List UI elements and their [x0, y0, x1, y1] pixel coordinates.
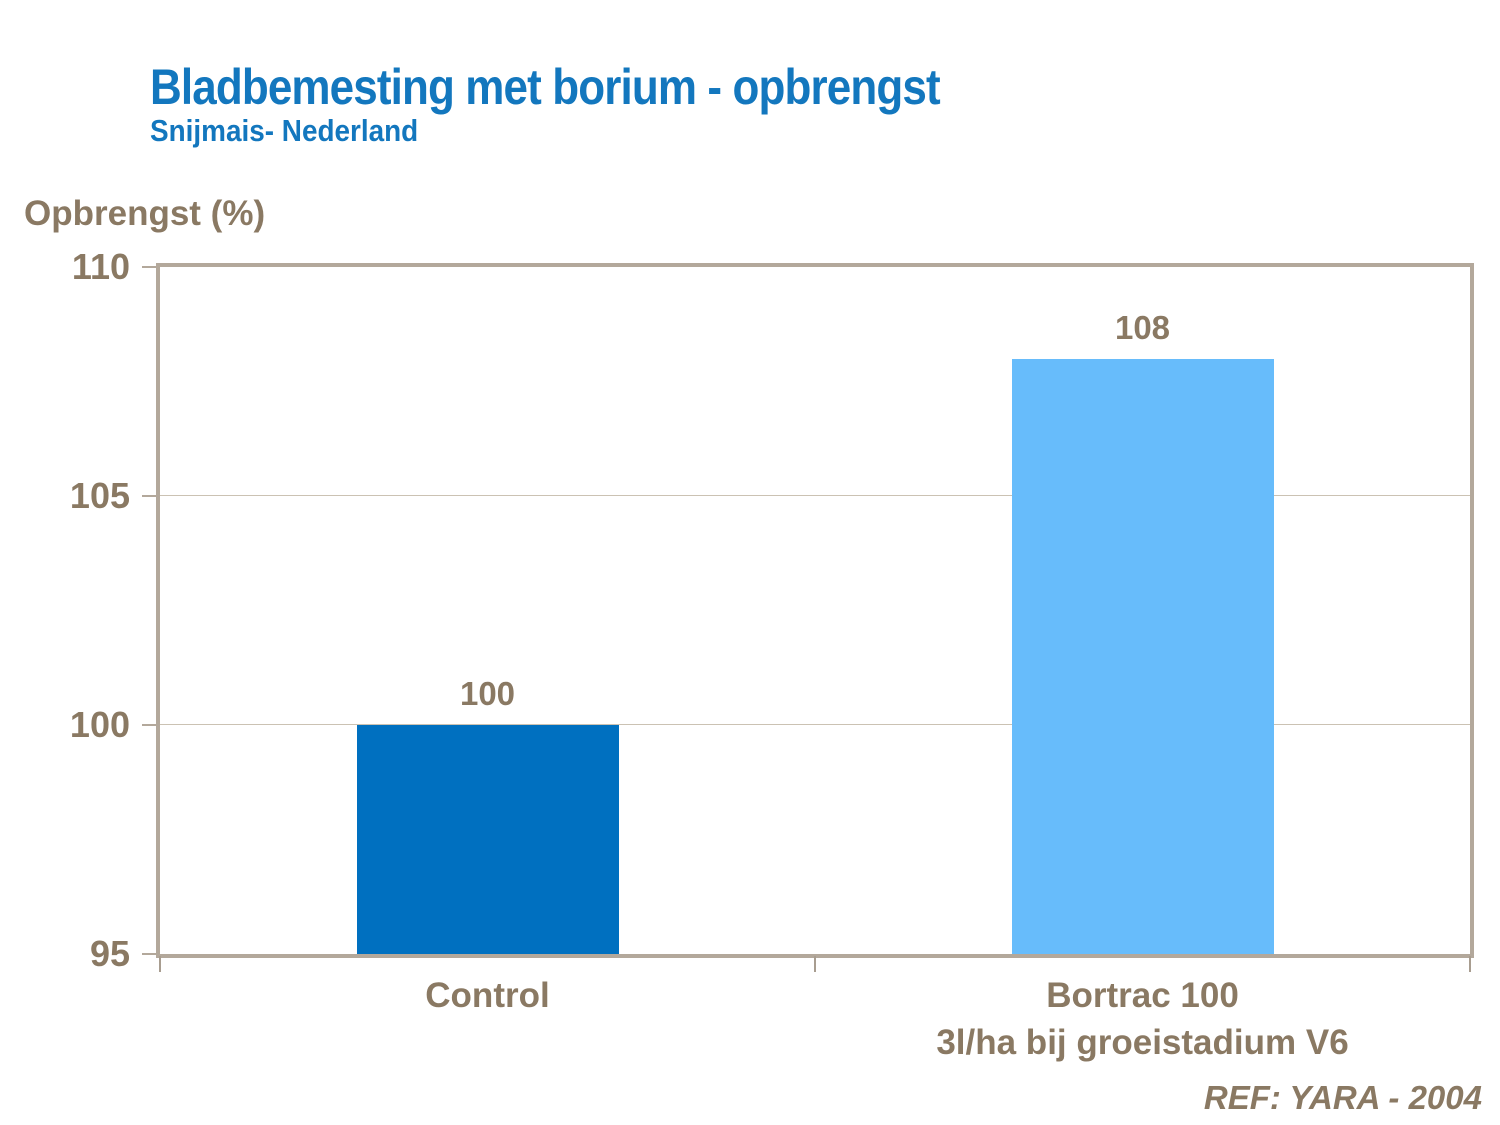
x-tick-0: [159, 956, 161, 972]
y-tick-label-110: 110: [71, 246, 130, 287]
x-tick-2: [1469, 956, 1471, 972]
gridline-100: [160, 724, 1470, 725]
chart-subtitle: Snijmais- Nederland: [150, 113, 419, 148]
y-tick-label-95: 95: [89, 933, 130, 974]
category-label: Control: [425, 976, 550, 1015]
y-tick-105: [142, 495, 158, 498]
bar-value-label: 108: [1114, 308, 1171, 346]
x-tick-1: [814, 956, 816, 972]
y-axis-label: Opbrengst (%): [24, 194, 266, 233]
y-tick-label-100: 100: [69, 704, 130, 745]
y-tick-100: [142, 724, 158, 727]
gridline-105: [160, 495, 1470, 496]
category-label: Bortrac 100 3l/ha bij groeistadium V6: [936, 976, 1349, 1063]
y-tick-95: [142, 953, 158, 955]
plot-area: 95 100 105 110 100 Control 108 Bortrac 100 3l/h…: [70, 246, 1474, 1063]
bar-value-label: 100: [459, 675, 516, 713]
bar-control: [356, 725, 619, 954]
y-tick-label-105: 105: [69, 475, 130, 516]
reference-note: REF: YARA - 2004: [1203, 1079, 1482, 1116]
bar-bortrac-100: [1011, 358, 1274, 954]
chart-title: Bladbemesting met borium - opbrengst: [150, 59, 941, 115]
category-cell: 100 Control: [160, 267, 815, 1015]
y-tick-110: [142, 266, 158, 268]
category-cell: 108 Bortrac 100 3l/ha bij groeistadium V6: [815, 267, 1470, 1063]
